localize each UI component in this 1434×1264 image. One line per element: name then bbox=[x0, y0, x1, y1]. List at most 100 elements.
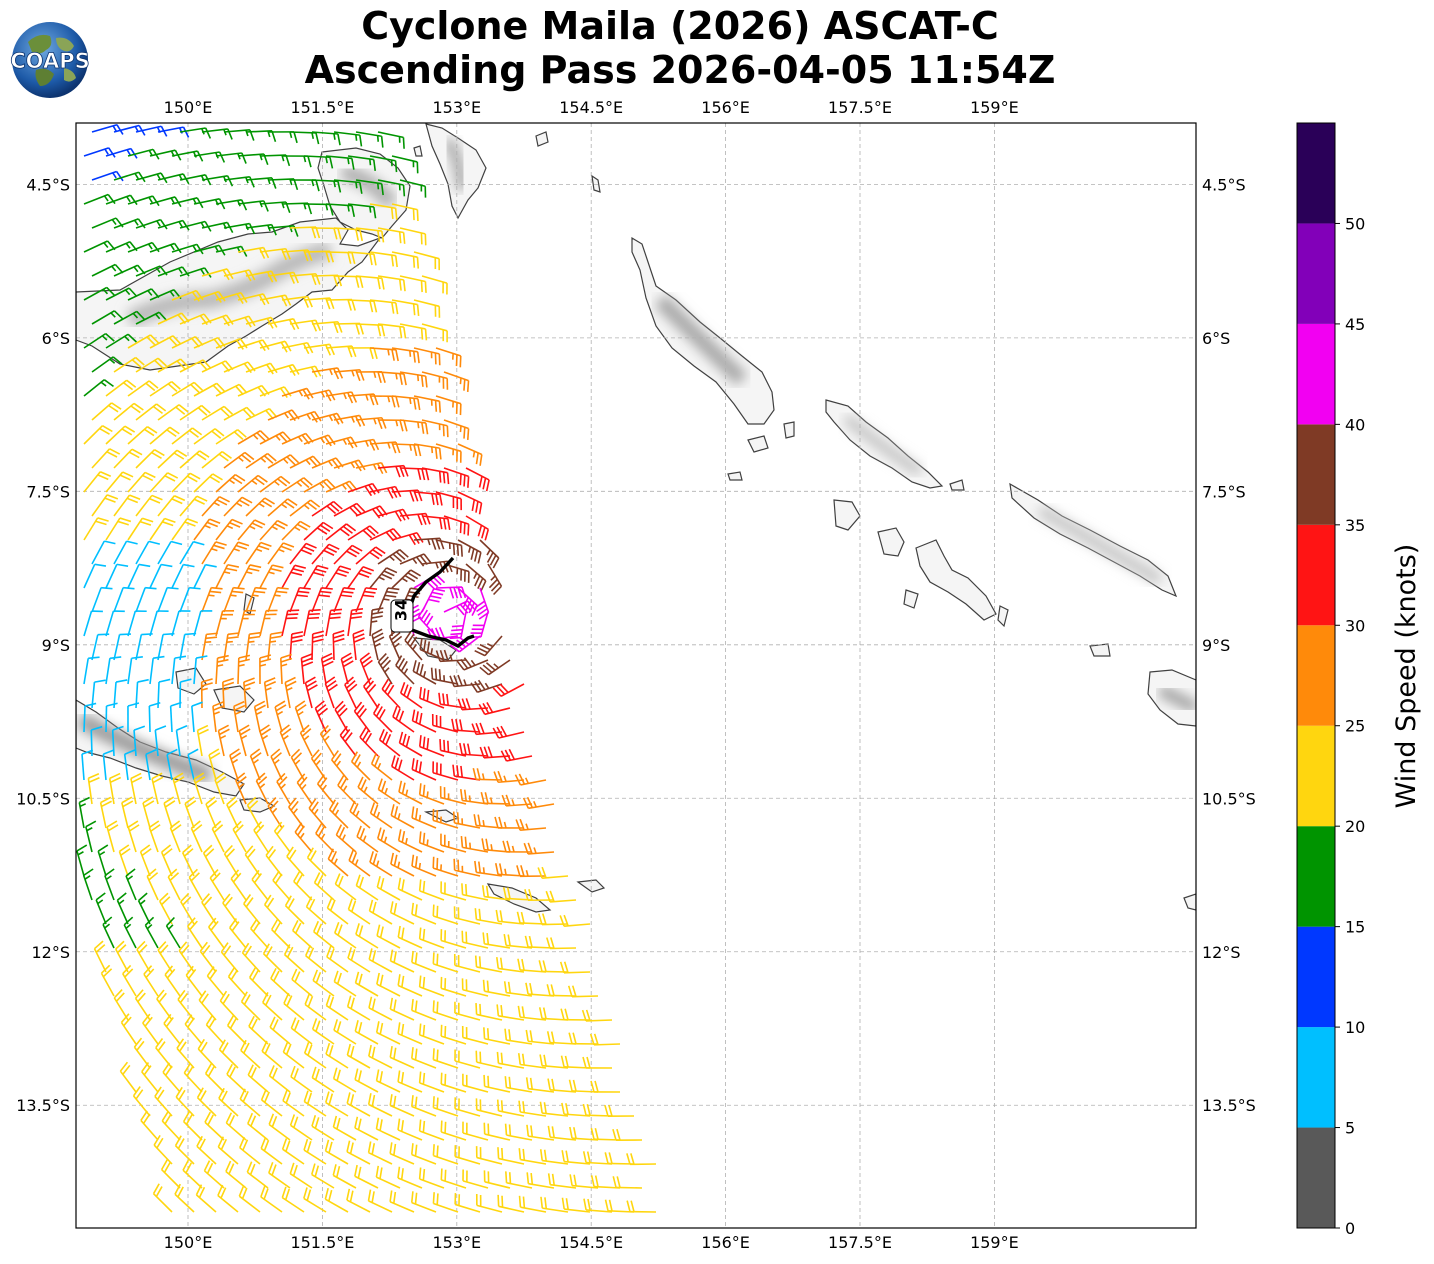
wind-barb bbox=[169, 820, 182, 853]
wind-barb bbox=[561, 1102, 591, 1117]
wind-barb bbox=[391, 755, 415, 781]
lat-tick-label-left: 7.5°S bbox=[26, 482, 70, 501]
wind-barb bbox=[82, 868, 94, 901]
wind-barb bbox=[140, 1110, 159, 1141]
colorbar-bin bbox=[1297, 1027, 1335, 1128]
wind-barb bbox=[475, 1050, 503, 1069]
wind-barb bbox=[154, 1086, 173, 1117]
wind-barb bbox=[369, 347, 399, 362]
wind-barb bbox=[83, 286, 116, 301]
wind-barb bbox=[196, 1135, 217, 1165]
wind-barb bbox=[91, 494, 119, 517]
wind-barb bbox=[496, 1099, 525, 1117]
wind-barb bbox=[282, 1041, 305, 1069]
wind-barb bbox=[354, 1164, 379, 1189]
wind-barb bbox=[404, 630, 423, 661]
wind-barb bbox=[311, 227, 342, 240]
wind-barb bbox=[164, 965, 181, 997]
wind-barb bbox=[240, 1039, 261, 1069]
wind-barb bbox=[495, 957, 525, 973]
wind-barb bbox=[324, 1187, 349, 1213]
wind-barb bbox=[395, 655, 415, 685]
wind-barb bbox=[135, 218, 168, 230]
wind-barb bbox=[118, 844, 131, 877]
lat-tick-label-left: 9°S bbox=[42, 636, 70, 655]
wind-barb bbox=[180, 892, 195, 925]
wind-barb bbox=[149, 242, 182, 254]
wind-barb bbox=[113, 586, 135, 613]
wind-barb bbox=[313, 872, 335, 901]
wind-barb bbox=[209, 869, 225, 901]
wind-barb bbox=[265, 845, 283, 877]
colorbar-bin bbox=[1297, 123, 1335, 224]
wind-barb bbox=[440, 1168, 467, 1189]
wind-barb bbox=[105, 610, 125, 637]
wind-barb bbox=[211, 820, 225, 853]
wind-barb bbox=[432, 1096, 459, 1117]
wind-barb bbox=[583, 1198, 613, 1213]
wind-barb bbox=[413, 347, 441, 366]
wind-barb bbox=[347, 608, 364, 637]
wind-barb bbox=[330, 750, 349, 781]
wind-barb bbox=[143, 965, 159, 997]
wind-barb bbox=[462, 1121, 489, 1141]
colorbar-bin bbox=[1297, 223, 1335, 324]
wind-barb bbox=[398, 780, 423, 805]
wind-barb bbox=[483, 1027, 511, 1045]
island-bougainville bbox=[631, 236, 775, 425]
wind-barb bbox=[223, 632, 240, 661]
wind-barb bbox=[368, 1044, 393, 1069]
wind-barb bbox=[418, 927, 445, 949]
wind-barb bbox=[152, 1183, 173, 1213]
wind-barb bbox=[483, 1074, 511, 1093]
wind-barb bbox=[514, 773, 547, 786]
wind-barb bbox=[397, 1022, 423, 1045]
wind-barb bbox=[99, 796, 112, 829]
wind-barb bbox=[85, 820, 97, 853]
wind-barb bbox=[291, 968, 313, 997]
wind-barb bbox=[304, 993, 327, 1021]
wind-barb bbox=[337, 775, 357, 805]
wind-barb bbox=[83, 470, 112, 493]
wind-barb bbox=[569, 1126, 599, 1141]
wind-barb bbox=[546, 937, 577, 950]
wind-barb bbox=[246, 796, 261, 829]
wind-barb bbox=[479, 746, 511, 759]
wind-barb bbox=[225, 1160, 247, 1189]
wind-barb bbox=[432, 761, 459, 781]
lat-tick-label-left: 4.5°S bbox=[26, 175, 70, 194]
wind-barb bbox=[413, 491, 443, 506]
wind-barb bbox=[154, 725, 167, 757]
lat-tick-label-left: 10.5°S bbox=[16, 789, 70, 808]
wind-barb bbox=[155, 1038, 173, 1069]
wind-barb bbox=[193, 563, 217, 589]
wind-barb bbox=[443, 419, 470, 440]
wind-barb bbox=[303, 434, 336, 447]
wind-barb bbox=[340, 652, 354, 685]
wind-barb bbox=[149, 335, 182, 349]
wind-barb bbox=[418, 1023, 445, 1045]
wind-barb bbox=[399, 682, 423, 709]
wind-barb bbox=[504, 1076, 533, 1093]
wind-barb bbox=[179, 267, 212, 278]
wind-barb bbox=[569, 1174, 599, 1189]
island-rendova bbox=[903, 589, 919, 609]
wind-barb bbox=[325, 1042, 349, 1069]
island-small-7 bbox=[413, 145, 423, 157]
wind-barb bbox=[290, 1065, 313, 1093]
wind-barb bbox=[151, 772, 164, 805]
wind-barb bbox=[300, 653, 314, 685]
wind-barb bbox=[410, 1191, 437, 1213]
wind-barb bbox=[208, 917, 225, 949]
wind-barb bbox=[523, 842, 555, 855]
wind-barb bbox=[391, 443, 422, 457]
wind-barb bbox=[559, 961, 591, 974]
wind-barb bbox=[370, 753, 393, 781]
wind-barb bbox=[461, 930, 489, 949]
wind-barb bbox=[517, 1053, 547, 1069]
lon-tick-label-top: 159°E bbox=[970, 98, 1019, 117]
wind-barb bbox=[517, 958, 547, 973]
wind-barb bbox=[371, 628, 385, 661]
wind-barb bbox=[157, 449, 188, 469]
wind-barb bbox=[123, 916, 137, 949]
